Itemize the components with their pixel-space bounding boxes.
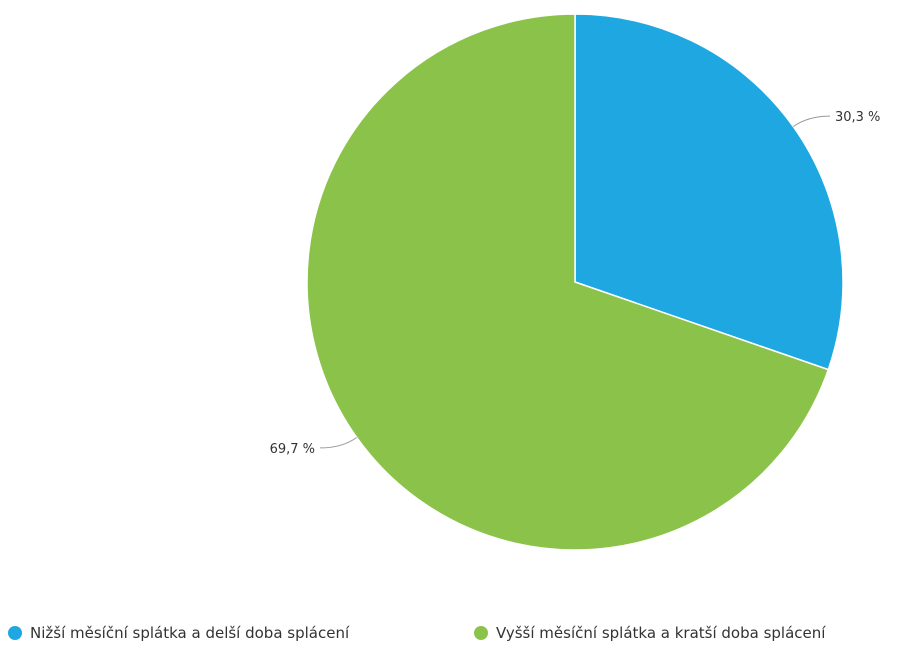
leader-line-lower-payment (793, 115, 830, 127)
legend-marker-lower-payment (8, 626, 22, 640)
data-label-higher-payment: 69,7 % (270, 442, 315, 457)
pie-slice-higher-payment[interactable] (306, 13, 830, 551)
leader-line-higher-payment (320, 437, 357, 449)
pie-chart: 30,3 % 69,7 % (270, 13, 880, 551)
legend-item-higher-payment[interactable]: Vyšší měsíční splátka a kratší doba splá… (474, 624, 825, 642)
legend: Nižší měsíční splátka a delší doba splác… (0, 624, 905, 654)
data-label-lower-payment: 30,3 % (835, 110, 880, 125)
leader-lines (320, 115, 830, 449)
legend-marker-higher-payment (474, 626, 488, 640)
legend-label-lower-payment: Nižší měsíční splátka a delší doba splác… (30, 624, 350, 642)
legend-label-higher-payment: Vyšší měsíční splátka a kratší doba splá… (496, 624, 826, 642)
legend-item-lower-payment[interactable]: Nižší měsíční splátka a delší doba splác… (8, 624, 349, 642)
pie-slices (306, 13, 844, 551)
